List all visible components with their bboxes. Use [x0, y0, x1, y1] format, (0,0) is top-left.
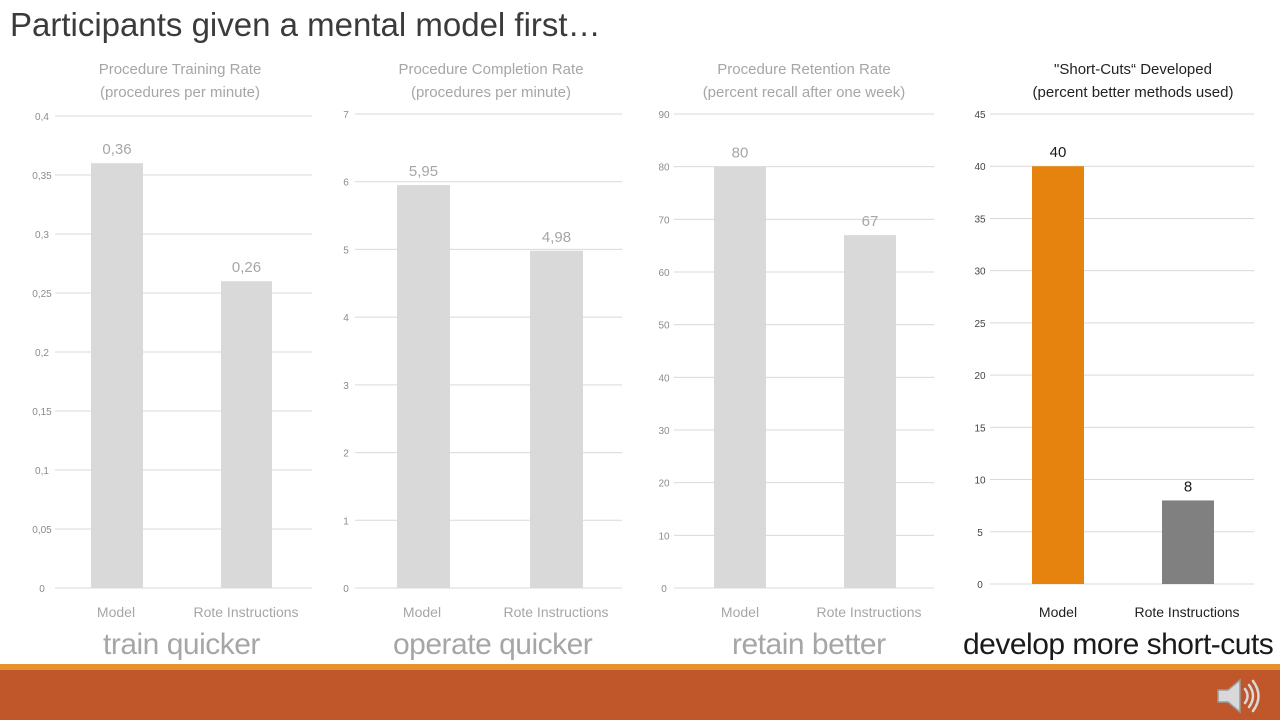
chart3-tick-label: 80	[658, 163, 670, 174]
chart3-title: Procedure Retention Rate	[717, 61, 890, 78]
chart2-data-label: 5,95	[409, 163, 438, 180]
chart1-tick-label: 0,05	[32, 525, 52, 536]
chart2-tick-label: 0	[343, 584, 349, 595]
chart2-bar-model	[397, 185, 450, 588]
chart2-subtitle: (procedures per minute)	[411, 84, 571, 101]
chart1-category-label: Rote Instructions	[193, 604, 298, 620]
chart4-category-label: Model	[1039, 604, 1077, 620]
chart3-bar-model	[714, 166, 766, 588]
chart3-bar-rote	[844, 235, 896, 588]
chart2-tick-label: 7	[343, 110, 349, 121]
chart3-tick-label: 60	[658, 268, 670, 279]
chart4-bar-model	[1032, 166, 1084, 584]
chart4-tick-label: 45	[974, 110, 986, 121]
chart4-tick-label: 25	[974, 319, 986, 330]
chart1-tick-label: 0,2	[35, 348, 49, 359]
chart4-tick-label: 30	[974, 267, 986, 278]
chart3-subtitle: (percent recall after one week)	[703, 84, 906, 101]
chart4-bar-rote	[1162, 500, 1214, 584]
chart4-category-label: Rote Instructions	[1134, 604, 1239, 620]
chart2-tick-label: 5	[343, 245, 349, 256]
chart2-tick-label: 6	[343, 178, 349, 189]
chart2-tick-label: 2	[343, 449, 349, 460]
chart1-subtitle: (procedures per minute)	[100, 84, 260, 101]
chart3-tick-label: 40	[658, 373, 670, 384]
chart4-tick-label: 35	[974, 214, 986, 225]
chart1-category-label: Model	[97, 604, 135, 620]
chart2-tick-label: 3	[343, 381, 349, 392]
footer-accent-band	[0, 664, 1280, 670]
chart1-tick-label: 0,4	[35, 112, 49, 123]
caption-operate-quicker: operate quicker	[393, 628, 593, 661]
charts-canvas: Procedure Training Rate (procedures per m…	[32, 61, 1254, 620]
chart3-data-label: 67	[862, 213, 879, 230]
chart1-tick-label: 0,15	[32, 407, 52, 418]
caption-retain-better: retain better	[732, 628, 886, 661]
chart1-tick-label: 0	[39, 584, 45, 595]
chart3-tick-label: 0	[661, 584, 667, 595]
chart3-category-label: Model	[721, 604, 759, 620]
chart4-tick-label: 40	[974, 162, 986, 173]
chart1-tick-label: 0,25	[32, 289, 52, 300]
chart3-tick-label: 10	[658, 531, 670, 542]
chart2-category-label: Rote Instructions	[503, 604, 608, 620]
chart1-data-label: 0,36	[102, 141, 131, 158]
chart3-tick-label: 70	[658, 215, 670, 226]
chart2-data-label: 4,98	[542, 229, 571, 246]
chart1-bar-model	[91, 163, 143, 588]
chart2-tick-label: 1	[343, 516, 349, 527]
chart1-data-label: 0,26	[232, 259, 261, 276]
chart3-tick-label: 30	[658, 426, 670, 437]
chart3-tick-label: 90	[658, 110, 670, 121]
chart4-title: "Short-Cuts“ Developed	[1054, 61, 1212, 78]
slide-title: Participants given a mental model first…	[10, 6, 601, 43]
caption-develop-short-cuts: develop more short-cuts	[963, 628, 1274, 661]
chart4-tick-label: 5	[977, 528, 983, 539]
footer-band	[0, 670, 1280, 720]
chart4-data-label: 40	[1050, 144, 1067, 161]
caption-train-quicker: train quicker	[103, 628, 260, 661]
chart2-tick-label: 4	[343, 313, 349, 324]
speaker-icon[interactable]	[1214, 676, 1266, 716]
chart1-tick-label: 0,1	[35, 466, 49, 477]
chart4-tick-label: 10	[974, 476, 986, 487]
chart4-subtitle: (percent better methods used)	[1033, 84, 1234, 101]
chart1-tick-label: 0,35	[32, 171, 52, 182]
chart2-category-label: Model	[403, 604, 441, 620]
chart1-title: Procedure Training Rate	[99, 61, 262, 78]
chart2-bar-rote	[530, 250, 583, 589]
chart4-tick-label: 15	[974, 423, 986, 434]
chart1-bar-rote	[221, 281, 272, 588]
chart3-data-label: 80	[732, 145, 749, 162]
chart3-category-label: Rote Instructions	[816, 604, 921, 620]
chart1-tick-label: 0,3	[35, 230, 49, 241]
chart4-data-label: 8	[1184, 478, 1192, 495]
chart3-tick-label: 50	[658, 321, 670, 332]
chart3-tick-label: 20	[658, 479, 670, 490]
chart2-title: Procedure Completion Rate	[398, 61, 583, 78]
chart4-tick-label: 20	[974, 371, 986, 382]
chart4-tick-label: 0	[977, 580, 983, 591]
